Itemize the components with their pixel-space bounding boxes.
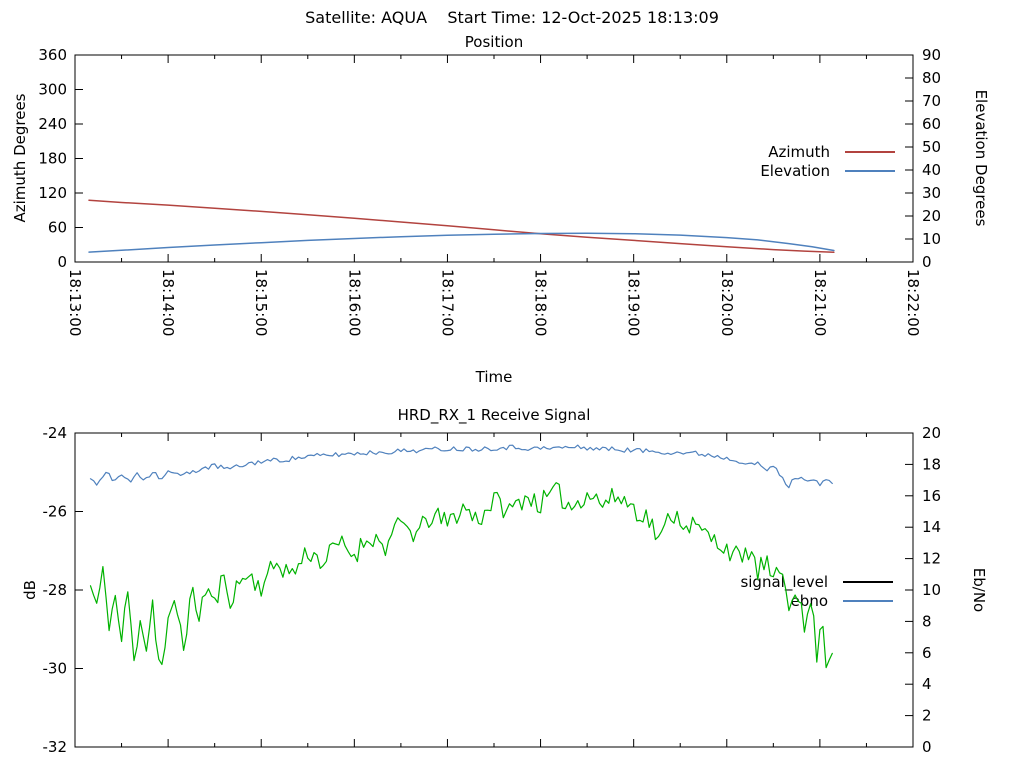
elevation-legend-line (845, 169, 895, 172)
svg-text:0: 0 (922, 738, 932, 756)
svg-text:0: 0 (57, 253, 67, 271)
ebno-legend-line (843, 599, 893, 602)
svg-text:18:14:00: 18:14:00 (159, 269, 177, 336)
svg-text:0: 0 (922, 253, 932, 271)
svg-text:18:17:00: 18:17:00 (438, 269, 456, 336)
svg-text:10: 10 (922, 581, 941, 599)
receive-signal-legend: signal_level ebno (643, 572, 893, 610)
svg-text:60: 60 (48, 219, 67, 237)
svg-text:18:21:00: 18:21:00 (811, 269, 829, 336)
position-legend: Azimuth Elevation (645, 142, 895, 180)
legend-row-elevation: Elevation (645, 161, 895, 180)
svg-text:80: 80 (922, 69, 941, 87)
svg-text:18:22:00: 18:22:00 (904, 269, 922, 336)
receive-signal-chart-title: HRD_RX_1 Receive Signal (397, 406, 591, 424)
svg-text:-28: -28 (43, 581, 68, 599)
svg-text:90: 90 (922, 46, 941, 64)
svg-text:18: 18 (922, 455, 941, 473)
svg-text:60: 60 (922, 115, 941, 133)
svg-text:180: 180 (38, 150, 67, 168)
svg-text:8: 8 (922, 612, 932, 630)
elevation-legend-label: Elevation (760, 161, 830, 180)
svg-text:4: 4 (922, 675, 932, 693)
svg-text:6: 6 (922, 644, 932, 662)
svg-text:20: 20 (922, 424, 941, 442)
azimuth-legend-line (845, 150, 895, 153)
legend-row-azimuth: Azimuth (645, 142, 895, 161)
svg-text:2: 2 (922, 707, 932, 725)
svg-text:120: 120 (38, 184, 67, 202)
svg-text:240: 240 (38, 115, 67, 133)
svg-text:16: 16 (922, 487, 941, 505)
svg-text:-26: -26 (43, 503, 68, 521)
svg-text:10: 10 (922, 230, 941, 248)
svg-text:18:18:00: 18:18:00 (532, 269, 550, 336)
svg-text:-30: -30 (43, 660, 68, 678)
ebno-legend-label: ebno (790, 591, 828, 610)
time-axis-label: Time (475, 368, 513, 386)
azimuth-legend-label: Azimuth (768, 142, 830, 161)
legend-row-ebno: ebno (643, 591, 893, 610)
svg-text:70: 70 (922, 92, 941, 110)
svg-text:18:13:00: 18:13:00 (66, 269, 84, 336)
svg-text:20: 20 (922, 207, 941, 225)
page-title: Satellite: AQUA Start Time: 12-Oct-2025 … (305, 8, 719, 27)
svg-text:360: 360 (38, 46, 67, 64)
svg-text:12: 12 (922, 550, 941, 568)
svg-text:300: 300 (38, 81, 67, 99)
svg-text:18:19:00: 18:19:00 (625, 269, 643, 336)
signal-level-legend-line (843, 580, 893, 583)
svg-text:18:16:00: 18:16:00 (345, 269, 363, 336)
svg-text:50: 50 (922, 138, 941, 156)
svg-text:18:15:00: 18:15:00 (252, 269, 270, 336)
svg-text:14: 14 (922, 518, 941, 536)
svg-text:-24: -24 (43, 424, 68, 442)
svg-text:-32: -32 (43, 738, 68, 756)
svg-text:40: 40 (922, 161, 941, 179)
svg-text:30: 30 (922, 184, 941, 202)
position-chart-title: Position (464, 33, 524, 51)
svg-text:18:20:00: 18:20:00 (718, 269, 736, 336)
